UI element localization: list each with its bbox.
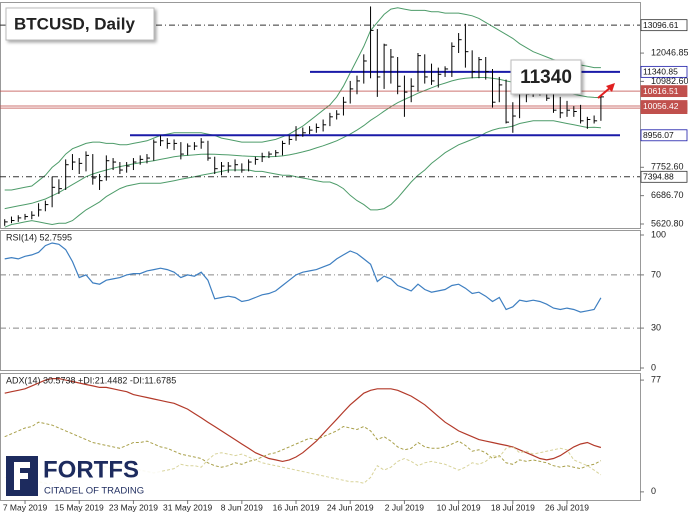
y-tick-label: 6686.70 xyxy=(651,190,684,200)
indicator-line xyxy=(4,378,602,463)
level-label: 13096.61 xyxy=(643,20,679,30)
level-label-box xyxy=(640,65,688,78)
y-tick-label: 30 xyxy=(651,322,661,332)
indicator-line xyxy=(4,242,602,313)
y-tick-label: 10982.60 xyxy=(651,76,688,86)
y-tick-label: 70 xyxy=(651,269,661,279)
price-panel xyxy=(0,2,641,229)
logo-letter xyxy=(14,462,30,490)
rsi-title: RSI(14) 52.7595 xyxy=(6,232,72,242)
x-tick-label: 8 Jun 2019 xyxy=(221,502,263,512)
x-tick-label: 16 Jun 2019 xyxy=(273,502,320,512)
level-label: 10616.51 xyxy=(643,86,679,96)
level-label-box xyxy=(640,129,688,142)
level-label: 10056.42 xyxy=(643,101,679,111)
level-label-box xyxy=(640,85,688,98)
level-label-box xyxy=(640,100,688,112)
level-label: 8956.07 xyxy=(643,130,674,140)
chart-title: BTCUSD, Daily xyxy=(14,14,135,33)
band-lower xyxy=(4,120,601,228)
y-tick-label: 0 xyxy=(651,362,656,372)
logo-tagline: CITADEL OF TRADING xyxy=(44,486,144,497)
annotation-box xyxy=(510,59,582,95)
arrow-head xyxy=(606,83,615,92)
rsi-panel xyxy=(0,230,641,371)
arrow-shaft xyxy=(597,86,612,99)
level-label-box xyxy=(640,170,688,183)
indicator-line xyxy=(4,421,602,470)
band-upper xyxy=(4,7,601,191)
level-label-box xyxy=(640,19,688,32)
level-label: 7394.88 xyxy=(643,172,674,182)
level-label: 11340.85 xyxy=(643,67,678,77)
logo-name: FORTFS xyxy=(43,456,139,483)
x-tick-label: 23 May 2019 xyxy=(109,502,158,512)
y-tick-label: 100 xyxy=(651,229,666,239)
x-tick-label: 2 Jul 2019 xyxy=(385,502,424,512)
y-tick-label: 5620.80 xyxy=(651,218,684,228)
plot-area xyxy=(0,6,644,493)
x-tick-label: 10 Jul 2019 xyxy=(437,502,481,512)
x-tick-label: 24 Jun 2019 xyxy=(327,502,374,512)
x-tick-label: 7 May 2019 xyxy=(3,502,48,512)
overlay: BTCUSD, Daily 11340 RSI(14) 52.7595 ADX(… xyxy=(2,7,615,498)
y-tick-label: 12046.85 xyxy=(651,47,688,57)
adx-title: ADX(14) 30.5738 +DI:21.4482 -DI:11.6785 xyxy=(6,375,176,385)
band-middle xyxy=(4,77,601,210)
title-box xyxy=(5,7,155,41)
x-tick-label: 18 Jul 2019 xyxy=(491,502,535,512)
x-tick-label: 26 Jul 2019 xyxy=(545,502,589,512)
x-tick-label: 15 May 2019 xyxy=(55,502,104,512)
y-tick-label: 7752.60 xyxy=(651,162,684,172)
annotation: 11340 xyxy=(520,67,572,88)
y-tick-label: 0 xyxy=(651,486,656,496)
adx-panel xyxy=(0,373,641,501)
y-tick-label: 77 xyxy=(651,374,661,384)
x-tick-label: 31 May 2019 xyxy=(163,502,212,512)
